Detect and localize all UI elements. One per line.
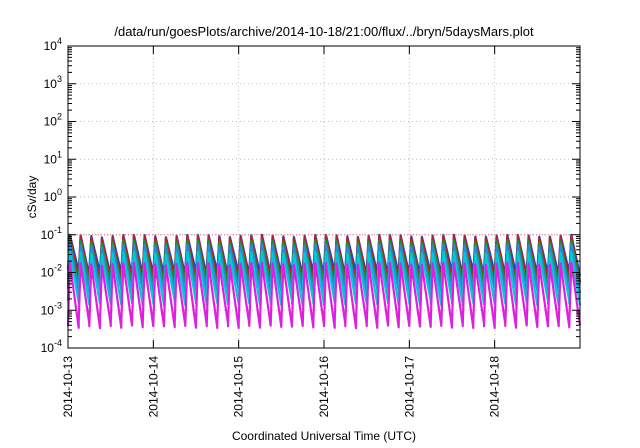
y-tick-exponent: 0 bbox=[57, 187, 62, 197]
y-tick-base: 10 bbox=[44, 152, 58, 166]
y-tick-exponent: -4 bbox=[54, 338, 62, 348]
x-tick-label: 2014-10-15 bbox=[232, 356, 246, 418]
x-tick-label: 2014-10-16 bbox=[317, 356, 331, 418]
x-tick-label: 2014-10-13 bbox=[61, 356, 75, 418]
y-tick-label: 10-2 bbox=[41, 263, 62, 280]
y-tick-base: 10 bbox=[44, 190, 58, 204]
y-tick-base: 10 bbox=[41, 266, 55, 280]
y-tick-exponent: -1 bbox=[54, 225, 62, 235]
y-tick-label: 10-3 bbox=[41, 300, 62, 317]
series-line-6 bbox=[66, 261, 582, 330]
y-tick-base: 10 bbox=[44, 39, 58, 53]
y-tick-exponent: 2 bbox=[57, 112, 62, 122]
y-tick-exponent: 3 bbox=[57, 74, 62, 84]
x-axis-label: Coordinated Universal Time (UTC) bbox=[232, 429, 416, 443]
y-tick-exponent: 4 bbox=[57, 36, 62, 46]
y-axis-label: cSv/day bbox=[25, 176, 39, 219]
y-tick-base: 10 bbox=[41, 341, 55, 355]
x-tick-labels: 2014-10-13 2014-10-14 2014-10-15 2014-10-16… bbox=[61, 356, 502, 418]
y-tick-exponent: -3 bbox=[54, 300, 62, 310]
x-tick-label: 2014-10-14 bbox=[146, 356, 160, 418]
tick-marks bbox=[67, 45, 580, 349]
y-tick-label: 102 bbox=[44, 112, 62, 129]
y-tick-label: 101 bbox=[44, 149, 62, 166]
x-tick-label: 2014-10-18 bbox=[488, 356, 502, 418]
y-tick-label: 10-4 bbox=[41, 338, 62, 355]
chart-title: /data/run/goesPlots/archive/2014-10-18/2… bbox=[114, 24, 534, 39]
y-tick-base: 10 bbox=[44, 115, 58, 129]
y-tick-exponent: 1 bbox=[57, 149, 62, 159]
y-tick-label: 104 bbox=[44, 36, 62, 53]
y-tick-base: 10 bbox=[41, 228, 55, 242]
y-tick-base: 10 bbox=[41, 303, 55, 317]
y-tick-label: 103 bbox=[44, 74, 62, 91]
y-tick-label: 100 bbox=[44, 187, 62, 204]
series-layer bbox=[66, 233, 582, 330]
y-tick-label: 10-1 bbox=[41, 225, 62, 242]
x-tick-label: 2014-10-17 bbox=[402, 356, 416, 418]
y-tick-base: 10 bbox=[44, 77, 58, 91]
y-tick-exponent: -2 bbox=[54, 263, 62, 273]
